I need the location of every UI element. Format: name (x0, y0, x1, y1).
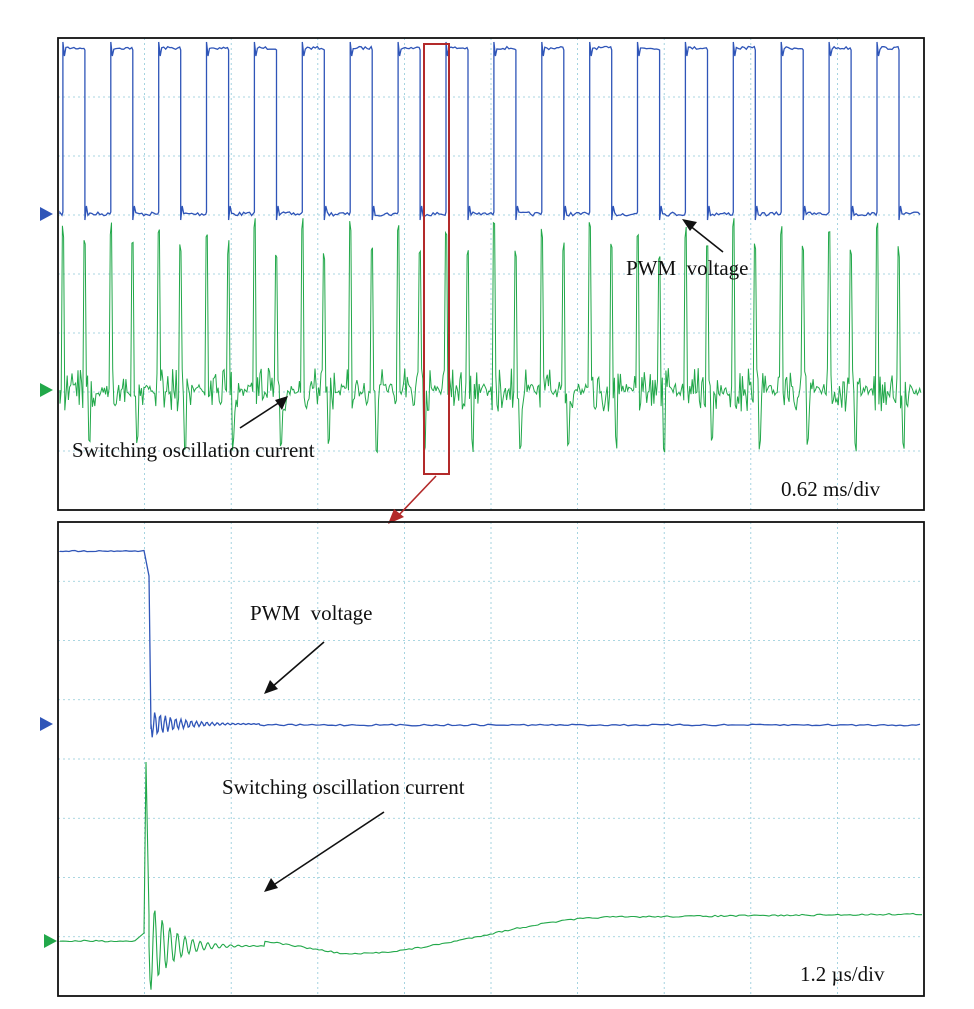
top-panel-frame (57, 37, 925, 511)
zoom-arrow (397, 475, 437, 517)
zoom-arrow-head (388, 509, 404, 524)
bottom-pwm-arrow-head (264, 680, 278, 694)
bottom-current-label: Switching oscillation current (222, 775, 465, 799)
bottom-panel: PWM voltage Switching oscillation curren… (40, 521, 925, 997)
top-current-arrow (239, 401, 281, 429)
bottom-current-trace (59, 761, 922, 990)
bottom-pwm-voltage-trace (59, 549, 921, 738)
top-pwm-marker (40, 207, 53, 221)
top-current-marker (40, 383, 53, 397)
bottom-pwm-arrow (271, 641, 325, 688)
bottom-current-marker (44, 934, 57, 948)
top-current-trace (59, 218, 922, 454)
bottom-panel-frame (57, 521, 925, 997)
top-pwm-label: PWM voltage (626, 256, 748, 280)
bottom-current-arrow-head (264, 878, 278, 892)
bottom-grid (58, 522, 924, 996)
bottom-pwm-marker (40, 717, 53, 731)
top-current-arrow-head (275, 396, 288, 410)
bottom-time-scale: 1.2 µs/div (800, 962, 885, 986)
top-pwm-arrow-head (682, 219, 697, 231)
top-pwm-voltage-trace (59, 41, 921, 221)
top-time-scale: 0.62 ms/div (781, 477, 881, 501)
zoom-selection-box (423, 43, 450, 475)
top-pwm-arrow (688, 224, 724, 253)
bottom-pwm-label: PWM voltage (250, 601, 372, 625)
top-panel: PWM voltage Switching oscillation curren… (40, 37, 925, 524)
top-current-label: Switching oscillation current (72, 438, 315, 462)
bottom-current-arrow (271, 811, 385, 887)
